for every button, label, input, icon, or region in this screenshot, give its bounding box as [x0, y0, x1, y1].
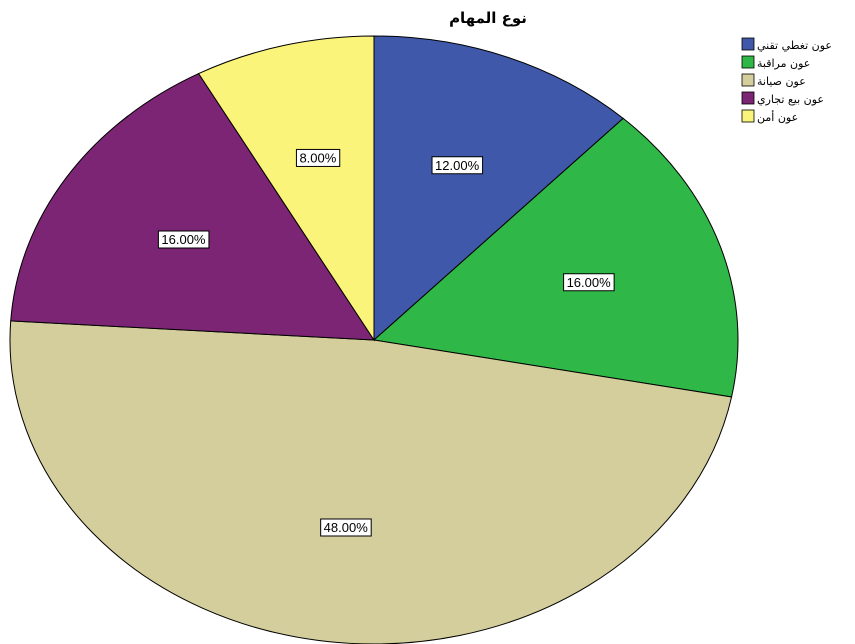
svg-text:48.00%: 48.00%: [324, 520, 369, 535]
pie-slices: [9, 35, 739, 644]
legend-swatch-3: [741, 91, 755, 105]
legend-swatch-4: [741, 109, 755, 123]
legend-entry-4: عون أمن: [741, 109, 798, 124]
legend-label-3: عون بيع تجاري: [757, 93, 824, 106]
legend-label-1: عون مراقبة: [757, 57, 810, 70]
pie-slice-4: [197, 35, 375, 342]
data-labels: 12.00% 16.00% 48.00% 16.00% 8.00%: [157, 148, 615, 537]
svg-text:12.00%: 12.00%: [435, 158, 480, 173]
data-label-0: 12.00%: [431, 156, 484, 175]
svg-text:8.00%: 8.00%: [299, 150, 336, 165]
data-label-1: 16.00%: [563, 273, 615, 292]
pie-slice-0: [373, 35, 624, 342]
legend-label-4: عون أمن: [757, 110, 798, 124]
svg-text:16.00%: 16.00%: [161, 232, 206, 247]
svg-text:16.00%: 16.00%: [567, 275, 612, 290]
pie-slice-2: [9, 320, 733, 644]
chart-title: نوع المهام: [449, 9, 527, 27]
legend-entry-1: عون مراقبة: [741, 55, 810, 70]
pie-slice-1: [372, 117, 739, 398]
legend-entry-0: عون تغطي تقني: [741, 37, 832, 52]
data-label-4: 8.00%: [295, 148, 341, 167]
legend-swatch-0: [741, 37, 755, 51]
data-label-3: 16.00%: [157, 230, 210, 249]
pie-slice-3: [10, 72, 375, 341]
legend-entry-2: عون صيانة: [741, 73, 806, 88]
legend-entry-3: عون بيع تجاري: [741, 91, 824, 106]
legend-swatch-1: [741, 55, 755, 69]
legend: عون تغطي تقني عون مراقبة عون صيانة عون بيع …: [741, 37, 832, 124]
legend-label-0: عون تغطي تقني: [757, 39, 832, 52]
data-label-2: 48.00%: [320, 518, 372, 537]
legend-swatch-2: [741, 73, 755, 87]
legend-label-2: عون صيانة: [757, 75, 806, 88]
